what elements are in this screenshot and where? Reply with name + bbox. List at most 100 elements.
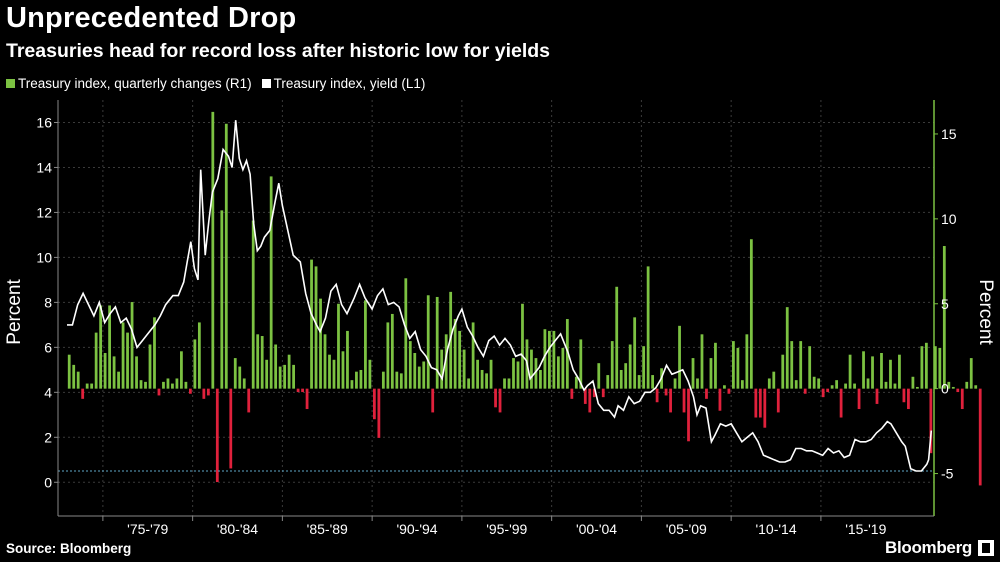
left-tick-label: 4 xyxy=(44,384,52,400)
bar xyxy=(700,334,704,389)
bar xyxy=(853,383,856,389)
bar xyxy=(166,378,170,389)
bar xyxy=(85,383,89,389)
bar xyxy=(269,176,273,389)
bar xyxy=(337,303,340,389)
bar xyxy=(705,388,708,399)
bar xyxy=(296,388,300,393)
bar xyxy=(314,266,318,389)
bar xyxy=(947,381,951,389)
bar xyxy=(776,388,780,413)
bar xyxy=(67,354,71,389)
yield-line[interactable] xyxy=(67,120,933,472)
bar xyxy=(548,330,551,389)
bar xyxy=(637,375,641,389)
bar xyxy=(978,388,982,486)
bar xyxy=(278,366,282,389)
right-tick-label: 15 xyxy=(941,126,957,142)
bar xyxy=(251,220,255,389)
bar xyxy=(422,361,426,389)
bar xyxy=(117,371,120,389)
bar xyxy=(808,346,812,389)
bar xyxy=(696,378,699,389)
bar xyxy=(453,319,457,389)
bar xyxy=(884,381,888,389)
bar xyxy=(202,388,206,399)
left-tick-label: 12 xyxy=(36,204,52,220)
bar xyxy=(386,322,390,389)
bar xyxy=(81,388,85,399)
bar xyxy=(880,353,883,389)
bar xyxy=(642,346,646,389)
bar xyxy=(287,354,291,389)
bar xyxy=(821,388,825,398)
bar xyxy=(830,385,834,389)
bar xyxy=(489,359,493,389)
left-tick-label: 6 xyxy=(44,339,52,355)
bar xyxy=(458,330,462,389)
bar xyxy=(844,383,847,389)
bar xyxy=(90,383,94,389)
bar xyxy=(664,388,668,396)
bar xyxy=(377,388,381,438)
bar xyxy=(516,361,520,389)
chart-subtitle: Treasuries head for record loss after hi… xyxy=(6,40,551,62)
bar xyxy=(624,363,628,389)
bar xyxy=(220,210,224,389)
bar xyxy=(503,378,506,389)
bar xyxy=(341,351,345,389)
bar xyxy=(99,305,103,389)
left-axis-ticks: 0 2 4 6 8 10 12 14 16 xyxy=(36,114,58,490)
bar xyxy=(485,373,488,389)
bar xyxy=(749,239,753,389)
bar xyxy=(893,383,897,389)
bar xyxy=(108,305,111,389)
bar xyxy=(848,354,852,389)
bar xyxy=(561,347,565,389)
bar xyxy=(310,259,313,389)
right-tick-label: 5 xyxy=(941,296,949,312)
bar xyxy=(606,375,610,389)
bar xyxy=(758,388,762,418)
bar xyxy=(803,388,807,394)
bar xyxy=(301,388,304,393)
bar xyxy=(718,388,722,411)
bar xyxy=(426,295,430,389)
x-tick-label: '75-'79 xyxy=(127,521,168,537)
x-tick-label: '15-'19 xyxy=(845,521,886,537)
bar xyxy=(543,329,547,389)
bar xyxy=(583,388,587,404)
legend-item-quarterly-changes[interactable]: Treasury index, quarterly changes (R1) xyxy=(6,76,252,91)
bar xyxy=(790,341,794,389)
bar xyxy=(736,347,740,389)
bar xyxy=(610,341,614,389)
bar xyxy=(723,385,726,389)
bar xyxy=(727,388,731,394)
bar xyxy=(646,266,650,389)
brand-name: Bloomberg xyxy=(884,538,972,557)
bar xyxy=(628,344,632,389)
left-tick-label: 0 xyxy=(44,474,52,490)
bar xyxy=(359,369,363,389)
bar xyxy=(669,388,672,413)
bar xyxy=(399,373,403,389)
legend-swatch-green xyxy=(6,79,15,88)
bar xyxy=(687,388,690,442)
bar xyxy=(530,349,533,389)
bar xyxy=(476,359,479,389)
bar xyxy=(444,334,448,389)
x-tick-label: '10-'14 xyxy=(755,521,796,537)
legend-item-yield[interactable]: Treasury index, yield (L1) xyxy=(261,76,425,91)
bar xyxy=(332,359,336,389)
bar xyxy=(615,286,619,389)
bar xyxy=(871,356,874,389)
bar xyxy=(283,364,287,389)
bar xyxy=(565,319,569,389)
bar xyxy=(467,378,471,389)
legend-label-quarterly-changes: Treasury index, quarterly changes (R1) xyxy=(18,76,252,91)
bar xyxy=(162,381,165,389)
bar xyxy=(916,386,919,389)
bar xyxy=(754,388,758,418)
bar xyxy=(112,356,116,389)
bar xyxy=(633,317,637,389)
